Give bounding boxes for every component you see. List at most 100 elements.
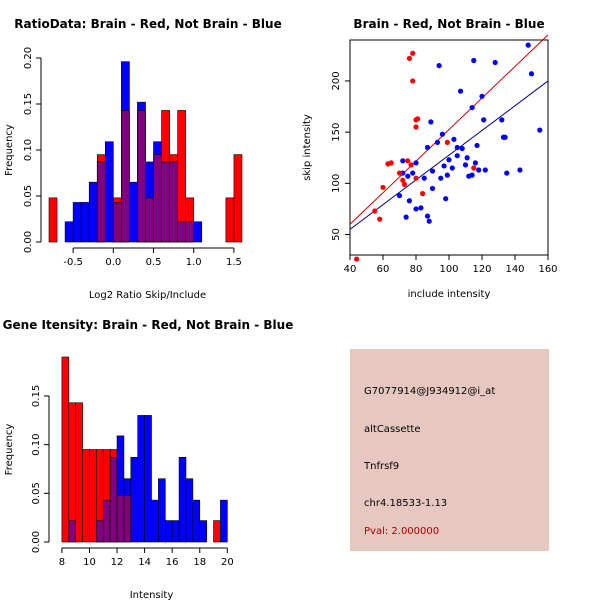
not-brain-point xyxy=(454,153,460,159)
not-brain-bar xyxy=(199,520,207,543)
not-brain-point xyxy=(454,144,460,151)
not-brain-point xyxy=(405,173,411,179)
not-brain-point xyxy=(451,136,457,142)
not-brain-bar xyxy=(171,520,180,543)
y-tick-label: 0.05 xyxy=(23,185,34,207)
brain-point xyxy=(380,184,386,191)
plot-frame xyxy=(349,39,549,256)
not-brain-point xyxy=(406,198,412,204)
not-brain-bar xyxy=(185,478,194,543)
y-axis-label: skip intensity xyxy=(302,114,313,181)
brain-point xyxy=(415,116,421,122)
not-brain-point xyxy=(476,167,482,173)
x-tick-label: 0.0 xyxy=(105,257,121,268)
x-tick-label: 40 xyxy=(344,264,357,275)
y-tick-label: 0.20 xyxy=(23,47,34,69)
not-brain-point xyxy=(449,165,455,171)
chart-title: RatioData: Brain - Red, Not Brain - Blue xyxy=(14,17,281,31)
x-tick-label: 12 xyxy=(111,557,124,568)
not-brain-point xyxy=(482,167,488,173)
x-tick-label: 80 xyxy=(410,264,423,275)
not-brain-bar xyxy=(220,499,228,543)
not-brain-bar xyxy=(88,181,98,243)
x-tick-label: 8 xyxy=(59,557,65,568)
not-brain-point xyxy=(428,119,434,125)
brain-point xyxy=(377,216,383,222)
brain-bar xyxy=(61,356,70,543)
not-brain-point xyxy=(413,206,419,212)
x-tick-label: 160 xyxy=(538,264,557,275)
brain-point xyxy=(406,55,412,62)
x-tick-label: 60 xyxy=(377,264,390,275)
not-brain-point xyxy=(439,131,445,137)
not-brain-point xyxy=(464,155,470,161)
brain-bar xyxy=(75,402,83,543)
brain-point xyxy=(396,170,403,176)
y-tick-label: 0.10 xyxy=(31,433,42,455)
info-panel: G7077914@J934912@i_at altCassette Tnfrsf… xyxy=(350,349,549,551)
brain-bar xyxy=(225,197,235,243)
not-brain-point xyxy=(441,163,447,169)
chart-title: Brain - Red, Not Brain - Blue xyxy=(353,17,544,31)
y-tick-label: 50 xyxy=(331,228,342,241)
x-axis-label: Intensity xyxy=(130,590,174,600)
brain-point xyxy=(388,160,394,166)
brain-point xyxy=(444,139,450,145)
overlap-bar xyxy=(96,161,106,243)
y-tick-label: 0.00 xyxy=(23,231,34,253)
y-tick-label: 100 xyxy=(331,174,342,193)
brain-bar xyxy=(213,520,221,543)
not-brain-point xyxy=(502,134,508,140)
brain-point xyxy=(471,165,477,171)
brain-point xyxy=(408,162,414,168)
x-tick-label: 14 xyxy=(138,557,151,568)
brain-bar xyxy=(233,154,243,243)
not-brain-bar xyxy=(164,520,173,543)
overlap-bar xyxy=(177,221,186,243)
y-tick-label: 0.05 xyxy=(31,482,42,504)
brain-point xyxy=(372,208,378,214)
not-brain-bar xyxy=(64,221,74,243)
not-brain-point xyxy=(499,117,505,123)
brain-fit-line xyxy=(349,34,549,225)
y-axis-label: Frequency xyxy=(4,424,15,476)
not-brain-point xyxy=(528,71,535,77)
not-brain-point xyxy=(469,172,475,178)
not-brain-point xyxy=(471,57,477,64)
overlap-bar xyxy=(145,197,154,243)
overlap-bar xyxy=(169,161,178,243)
overlap-bar xyxy=(137,110,146,243)
not-brain-point xyxy=(469,104,475,111)
overlap-bar xyxy=(123,494,132,543)
y-tick-label: 0.15 xyxy=(31,385,42,407)
not-brain-point xyxy=(418,205,424,211)
brain-point xyxy=(401,181,408,187)
overlap-bar xyxy=(109,456,118,543)
overlap-bar xyxy=(113,202,122,243)
not-brain-point xyxy=(413,160,419,166)
not-brain-point xyxy=(438,175,444,181)
not-brain-point xyxy=(444,172,450,178)
not-brain-bar xyxy=(193,221,203,243)
event-type: altCassette xyxy=(364,424,421,435)
overlap-bar xyxy=(68,520,76,543)
brain-bar xyxy=(48,197,58,243)
not-brain-point xyxy=(403,214,409,220)
brain-point xyxy=(410,78,416,84)
not-brain-fit-line xyxy=(349,80,549,230)
not-brain-point xyxy=(424,144,431,151)
overlap-bar xyxy=(116,494,125,543)
overlap-bar xyxy=(185,221,195,243)
not-brain-point xyxy=(504,170,510,176)
x-axis-label: include intensity xyxy=(408,289,491,300)
x-axis-label: Log2 Ratio Skip/Include xyxy=(89,290,206,301)
x-tick-label: 20 xyxy=(221,557,234,568)
not-brain-point xyxy=(424,213,431,219)
brain-bar xyxy=(82,449,90,543)
overlap-bar xyxy=(102,499,111,543)
not-brain-bar xyxy=(129,181,138,243)
chart-title: Gene Itensity: Brain - Red, Not Brain - … xyxy=(3,318,294,332)
not-brain-bar xyxy=(137,415,145,543)
y-axis-label: Frequency xyxy=(4,124,15,176)
